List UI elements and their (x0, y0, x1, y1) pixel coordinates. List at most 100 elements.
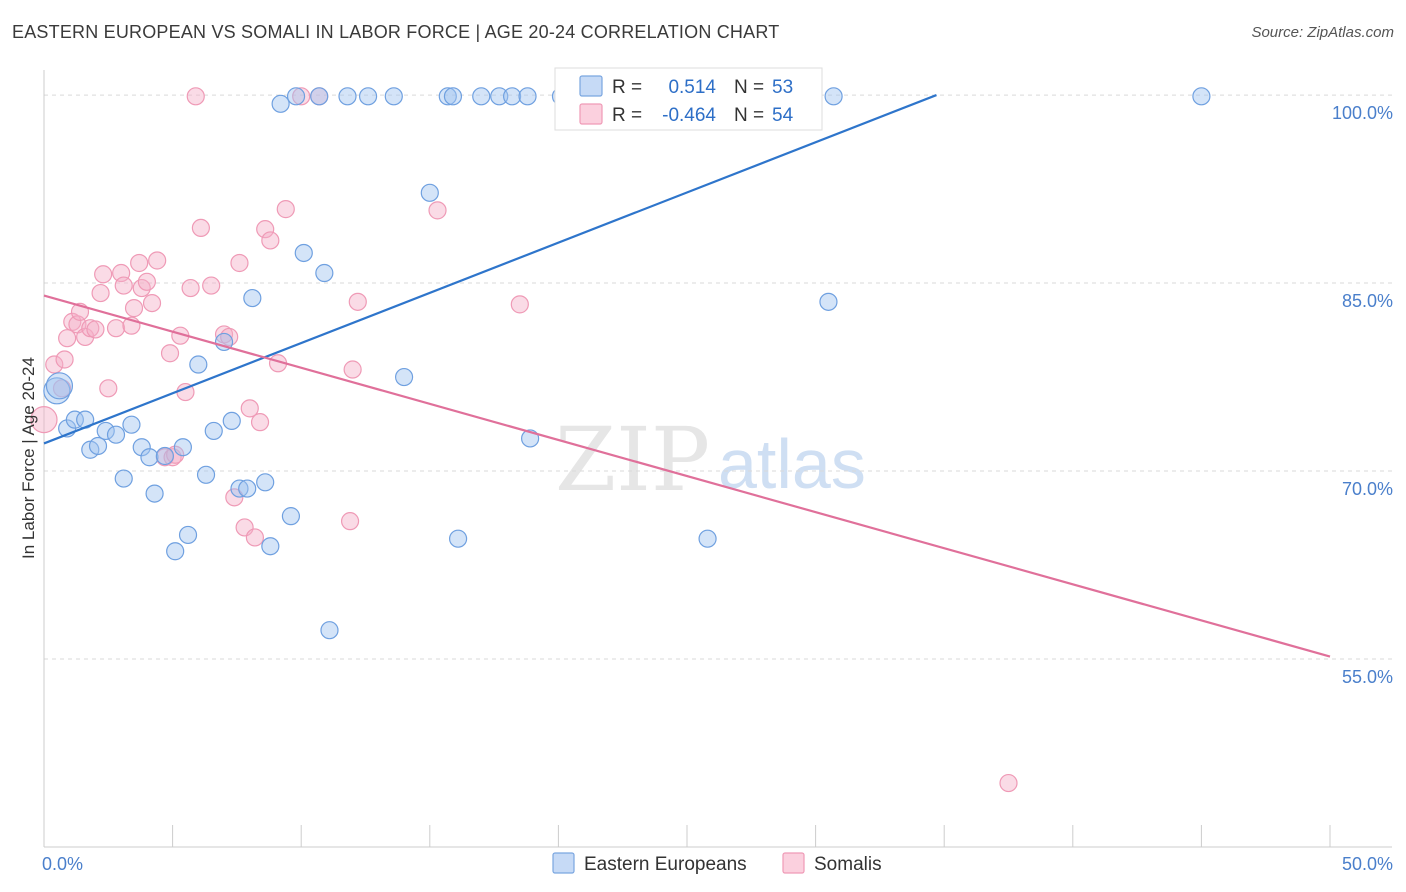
somali-point (99, 379, 118, 398)
somali-point (191, 218, 210, 238)
eastern-european-point (114, 469, 133, 488)
eastern-europeans-points (43, 87, 1211, 640)
eastern-european-point (320, 621, 339, 640)
eastern-european-point (448, 529, 468, 548)
eastern-european-point (65, 410, 84, 429)
eastern-european-point (1192, 87, 1211, 106)
somali-point (999, 773, 1018, 793)
eastern-european-point (420, 183, 439, 202)
eastern-european-point (294, 243, 313, 263)
somali-point (343, 360, 362, 379)
eastern-european-point (173, 438, 192, 457)
trend-lines (43, 94, 1331, 658)
bottom-legend: Eastern Europeans Somalis (552, 852, 882, 875)
eastern-european-point (145, 484, 164, 503)
somalis-trend-line (43, 294, 1331, 658)
y-tick-label: 55.0% (1342, 667, 1393, 687)
somali-point (510, 295, 529, 314)
eastern-european-point (238, 479, 257, 498)
y-tick-labels: 55.0% 70.0% 85.0% 100.0% (1332, 103, 1393, 687)
somali-point (58, 329, 77, 348)
stats-r-value-1: 0.514 (668, 77, 716, 98)
somali-point (76, 327, 95, 347)
eastern-european-point (315, 263, 334, 283)
eastern-european-point (204, 421, 223, 441)
eastern-european-point (256, 473, 275, 492)
x-tick-label-max: 50.0% (1342, 854, 1393, 874)
eastern-european-point (286, 87, 306, 106)
stats-swatch-pink (579, 103, 603, 125)
somali-point (55, 350, 74, 369)
stats-legend: R = 0.514 N = 53 R = -0.464 N = 54 (554, 67, 823, 131)
somali-point (428, 201, 447, 220)
eastern-european-point (196, 465, 216, 484)
y-tick-label: 85.0% (1342, 291, 1393, 311)
eastern-european-point (230, 479, 249, 498)
stats-r-label-1: R = (612, 77, 642, 98)
somali-point (142, 294, 162, 313)
y-tick-label: 100.0% (1332, 103, 1393, 123)
eastern-european-point (243, 288, 262, 308)
eastern-european-point (358, 87, 378, 106)
somali-point (292, 87, 311, 106)
y-axis-title: In Labor Force | Age 20-24 (19, 357, 38, 559)
somali-point (220, 327, 239, 347)
somali-point (276, 200, 295, 219)
somali-point (186, 87, 205, 106)
stats-swatch-blue (579, 75, 603, 97)
stats-n-label-1: N = (734, 77, 764, 98)
eastern-european-point (178, 525, 198, 545)
eastern-european-point (438, 87, 457, 106)
chart-title: EASTERN EUROPEAN VS SOMALI IN LABOR FORC… (12, 22, 780, 42)
stats-r-label-2: R = (612, 105, 642, 126)
eastern-european-point (338, 87, 357, 106)
somali-point (181, 278, 200, 298)
eastern-european-point (106, 425, 126, 444)
eastern-european-point (222, 411, 241, 431)
eastern-european-point (281, 507, 301, 526)
y-tick-label: 70.0% (1342, 479, 1393, 499)
eastern-european-point (140, 448, 159, 467)
source-credit: Source: ZipAtlas.com (1251, 24, 1394, 41)
eastern-european-point (518, 87, 537, 106)
somali-point (230, 253, 249, 273)
eastern-european-point (394, 367, 414, 387)
somali-point (52, 379, 72, 398)
eastern-european-point (443, 87, 463, 106)
stats-n-label-2: N = (734, 105, 764, 126)
legend-swatch-eastern-europeans (552, 852, 575, 874)
somali-point (30, 406, 58, 434)
eastern-european-point (310, 87, 329, 106)
stats-n-value-2: 54 (772, 105, 794, 126)
eastern-european-point (261, 537, 280, 556)
eastern-europeans-trend-line (43, 94, 937, 445)
somali-point (94, 265, 113, 284)
axes (43, 70, 1392, 848)
eastern-european-point (43, 377, 71, 405)
legend-label-somalis: Somalis (814, 854, 882, 875)
somali-point (86, 320, 105, 339)
somali-point (148, 251, 167, 270)
stats-r-value-2: -0.464 (662, 105, 716, 126)
eastern-european-point (472, 87, 491, 106)
legend-swatch-somalis (782, 852, 805, 874)
somali-point (137, 272, 156, 291)
eastern-european-point (155, 446, 174, 466)
somali-point (45, 355, 64, 374)
somali-point (114, 276, 133, 295)
eastern-european-point (824, 87, 843, 106)
somali-point (214, 325, 234, 344)
eastern-european-point (189, 355, 208, 374)
somali-point (348, 292, 367, 311)
x-tick-label-min: 0.0% (42, 854, 83, 874)
somali-point (250, 413, 270, 432)
legend-label-eastern-europeans: Eastern Europeans (584, 854, 747, 875)
watermark-zip: ZIP (555, 408, 710, 511)
somali-point (240, 399, 259, 418)
somalis-points (30, 87, 1018, 793)
somali-point (106, 319, 126, 338)
somali-point (124, 299, 144, 318)
eastern-european-point (45, 372, 74, 400)
watermark-atlas: atlas (718, 425, 866, 503)
